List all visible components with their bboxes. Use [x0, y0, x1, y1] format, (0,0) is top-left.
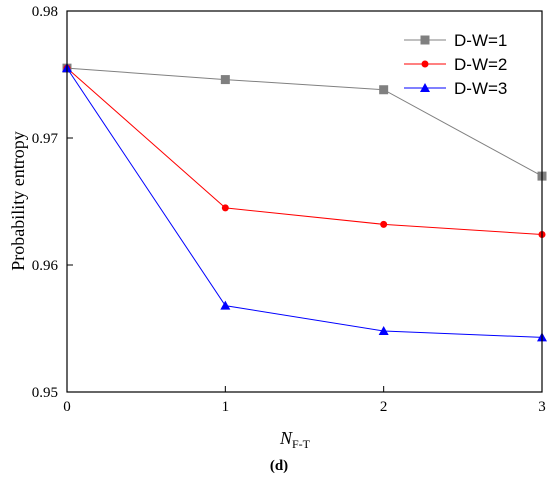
legend-marker-3 [420, 83, 430, 92]
panel-label: (d) [270, 458, 288, 474]
x-tick-label: 0 [63, 399, 71, 415]
legend-label-2: D-W=2 [454, 55, 507, 74]
series-3-point [378, 326, 389, 336]
series-line-3 [66, 67, 543, 338]
series-1-point [379, 85, 389, 95]
y-tick-label: 0.98 [32, 4, 58, 20]
series-2-point [380, 220, 388, 228]
legend-marker-1 [420, 35, 430, 45]
series-2-point [221, 204, 229, 212]
x-tick-label: 2 [380, 399, 388, 415]
x-tick-label: 1 [222, 399, 230, 415]
legend-label-1: D-W=1 [454, 31, 507, 50]
x-axis-label: NF-T [279, 428, 311, 451]
y-tick-label: 0.95 [32, 385, 58, 401]
y-axis-label: Probability entropy [8, 131, 28, 270]
x-axis-label-main: N [279, 428, 293, 448]
x-tick-label: 3 [538, 399, 546, 415]
series-layer [62, 63, 547, 342]
series-3-point [220, 300, 231, 310]
series-line-2 [66, 67, 543, 236]
legend: D-W=1 D-W=2 D-W=3 [404, 31, 507, 98]
x-axis-label-subscript: F-T [292, 437, 311, 451]
y-tick-label: 0.97 [32, 131, 59, 147]
y-tick-label: 0.96 [32, 258, 59, 274]
ticks-layer: 0 1 2 3 0.95 0.96 0.97 0.98 [32, 4, 546, 415]
plot-frame [66, 10, 543, 393]
series-1-point [220, 75, 230, 85]
series-line-1 [66, 67, 543, 177]
legend-label-3: D-W=3 [454, 79, 507, 98]
legend-marker-2 [421, 60, 429, 68]
